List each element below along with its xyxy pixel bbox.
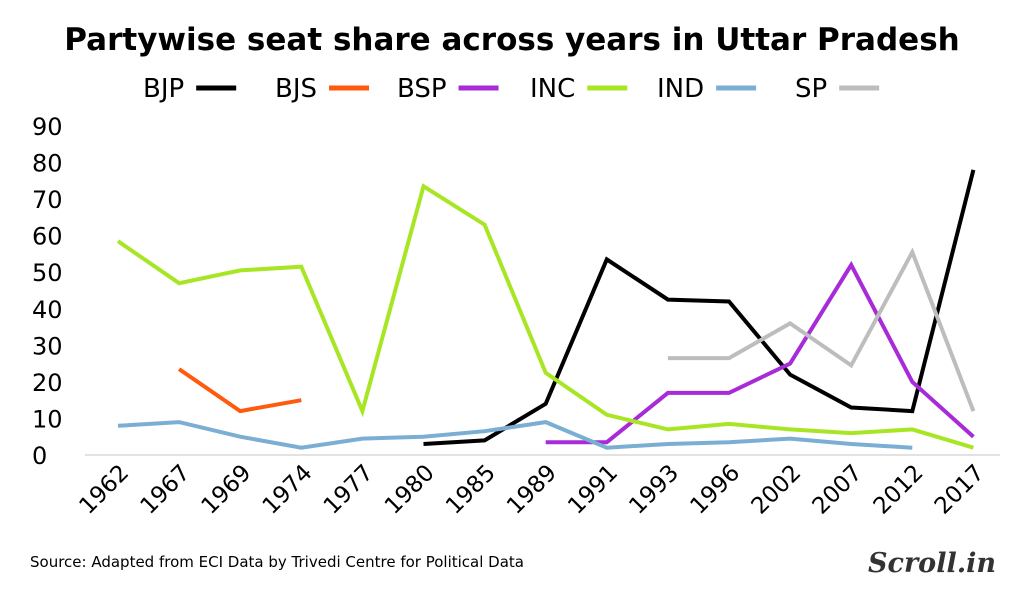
series-line-bjs [177,367,302,414]
x-tick-label: 1977 [319,460,379,520]
x-tick-label: 1967 [136,460,196,520]
x-tick-label: 1962 [74,460,134,520]
x-tick-label: 1980 [380,460,440,520]
x-tick-label: 1993 [624,460,684,520]
legend-label-bjs: BJS [275,74,317,104]
y-tick-label: 90 [32,113,63,141]
x-tick-label: 1989 [502,460,562,520]
y-tick-label: 30 [32,332,63,360]
y-axis: 0 10 20 30 40 50 60 70 80 90 [32,113,63,470]
chart-title: Partywise seat share across years in Utt… [64,22,959,58]
x-tick-label: 1969 [197,460,257,520]
y-tick-label: 80 [32,150,63,178]
series-line-bjp [423,169,976,446]
x-tick-label: 2012 [869,460,929,520]
series-line-ind [117,420,913,450]
legend-label-sp: SP [795,74,827,104]
y-tick-label: 70 [32,186,63,214]
y-tick-label: 60 [32,223,63,251]
series-line-inc [116,183,974,450]
x-tick-label: 2017 [930,460,990,520]
x-tick-label: 1985 [441,460,501,520]
legend: BJP BJS BSP INC IND SP [143,74,880,104]
brand-logo: Scroll.in [868,548,996,579]
x-tick-label: 1996 [685,460,745,520]
y-tick-label: 40 [32,296,63,324]
series-line-bsp [545,260,975,445]
legend-label-bsp: BSP [397,74,447,104]
series-line-sp [667,247,976,412]
legend-label-bjp: BJP [143,74,184,104]
y-tick-label: 10 [32,405,63,433]
y-tick-label: 50 [32,259,63,287]
x-tick-label: 1991 [563,460,623,520]
x-tick-label: 2002 [747,460,807,520]
y-tick-label: 20 [32,369,63,397]
x-tick-label: 2007 [808,460,868,520]
x-axis: 1962 1967 1969 1974 1977 1980 1985 1989 1991 1993… [74,454,1000,520]
legend-label-ind: IND [657,74,704,104]
x-tick-label: 1974 [258,460,318,520]
y-tick-label: 0 [32,442,47,470]
series-lines [116,169,976,450]
source-note: Source: Adapted from ECI Data by Trivedi… [30,553,524,571]
legend-label-inc: INC [530,74,575,104]
